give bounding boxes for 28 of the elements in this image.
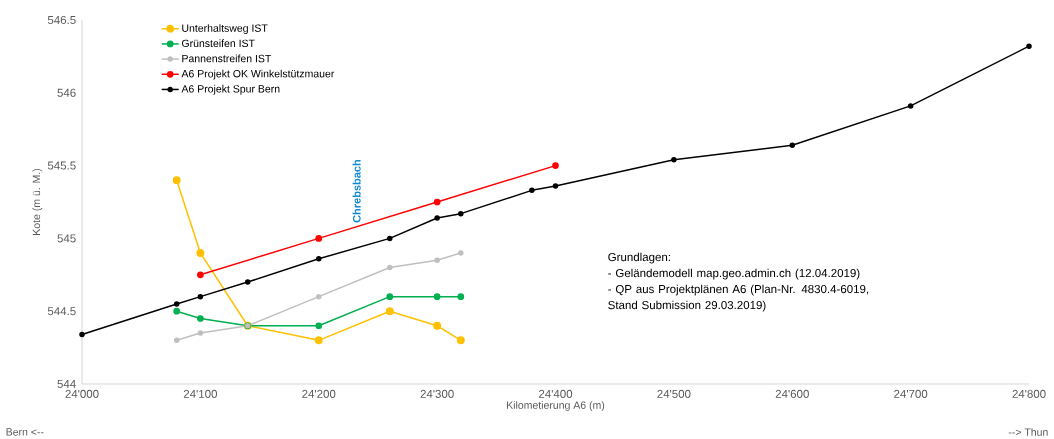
legend-label: Unterhaltsweg IST — [182, 24, 268, 34]
legend-label: A6 Projekt OK Winkelstützmauer — [181, 69, 335, 80]
y-tick-label: 544.5 — [47, 307, 76, 316]
x-tick-label: 24'400 — [539, 389, 573, 398]
y-tick-label: 546 — [57, 88, 76, 97]
y-tick-label: 545.5 — [47, 161, 76, 170]
legend-label: A6 Projekt Spur Bern — [181, 84, 280, 95]
legend-label: Grünsteifen IST — [181, 39, 255, 48]
x-axis-title: Kilometierung A6 (m) — [507, 401, 605, 411]
x-tick-label: 24'500 — [657, 389, 691, 398]
x-tick-label: 24'300 — [420, 389, 454, 398]
y-axis-title: Kote (m ü. M.) — [32, 168, 43, 235]
annotation: Chrebsbach — [352, 159, 361, 223]
text: --> Thun — [1008, 428, 1048, 436]
annotation: - QP aus Projektplänen A6 (Plan-Nr. 4830.4-6019, Stand Submission 29.03.2019) — [608, 284, 869, 312]
y-tick-label: 546.5 — [47, 15, 76, 25]
x-tick-label: 24'000 — [65, 389, 99, 398]
legend-label: Pannenstreifen IST — [182, 54, 272, 63]
x-tick-label: 24'600 — [775, 389, 809, 398]
y-tick-label: 545 — [57, 234, 76, 243]
annotation: - Geländemodell map.geo.admin.ch (12.04.2019) — [608, 268, 860, 280]
x-tick-label: 24'200 — [302, 389, 336, 398]
annotation: Grundlagen: — [608, 252, 670, 264]
x-tick-label: 24'800 — [1012, 389, 1046, 398]
x-tick-label: 24'100 — [183, 389, 218, 398]
y-tick-label: 544 — [57, 379, 76, 389]
text: Bern <-- — [6, 428, 44, 436]
x-tick-label: 24'700 — [894, 389, 928, 398]
